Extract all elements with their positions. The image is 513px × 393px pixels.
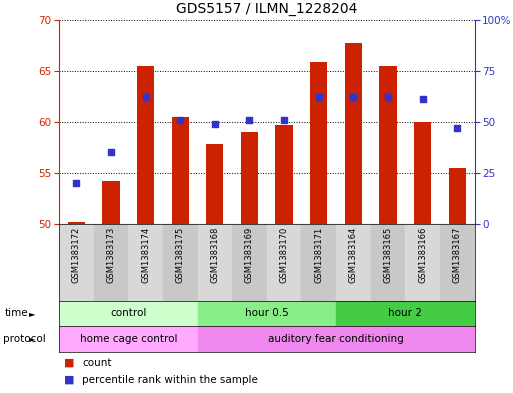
Point [176,117,184,123]
Point [245,117,253,123]
Bar [102,181,120,224]
Text: ■: ■ [64,358,74,368]
Text: percentile rank within the sample: percentile rank within the sample [82,375,258,385]
Text: ►: ► [29,309,35,318]
Bar [301,224,336,301]
Text: GSM1383175: GSM1383175 [175,226,185,283]
Bar [59,224,93,301]
Text: home cage control: home cage control [80,334,177,344]
Bar [206,144,224,224]
Bar [448,168,466,224]
Text: protocol: protocol [3,334,45,344]
Text: GSM1383167: GSM1383167 [452,226,462,283]
Point [419,96,427,103]
Bar [163,224,198,301]
Text: ■: ■ [64,375,74,385]
Bar [336,224,370,301]
Bar [59,326,198,352]
Point [142,94,150,101]
Text: control: control [110,309,146,318]
Bar [370,224,405,301]
Point [107,149,115,156]
Bar [310,62,327,224]
Bar [137,66,154,224]
Text: GSM1383170: GSM1383170 [280,226,289,283]
Text: count: count [82,358,112,368]
Point [211,121,219,127]
Text: GSM1383173: GSM1383173 [106,226,115,283]
Bar [198,301,336,326]
Bar [128,224,163,301]
Text: GSM1383174: GSM1383174 [141,226,150,283]
Text: GSM1383169: GSM1383169 [245,226,254,283]
Bar [241,132,258,224]
Text: auditory fear conditioning: auditory fear conditioning [268,334,404,344]
Point [280,117,288,123]
Bar [275,125,293,224]
Text: ►: ► [29,334,35,343]
Text: time: time [5,309,29,318]
Point [72,180,81,186]
Bar [405,224,440,301]
Bar [232,224,267,301]
Bar [198,326,475,352]
Text: GSM1383164: GSM1383164 [349,226,358,283]
Text: GSM1383168: GSM1383168 [210,226,220,283]
Bar [379,66,397,224]
Text: GDS5157 / ILMN_1228204: GDS5157 / ILMN_1228204 [176,2,358,16]
Text: GSM1383165: GSM1383165 [383,226,392,283]
Point [384,94,392,101]
Bar [59,301,198,326]
Point [349,94,358,101]
Bar [68,222,85,224]
Text: GSM1383172: GSM1383172 [72,226,81,283]
Bar [171,117,189,224]
Text: hour 0.5: hour 0.5 [245,309,289,318]
Bar [440,224,475,301]
Text: GSM1383166: GSM1383166 [418,226,427,283]
Bar [336,301,475,326]
Bar [267,224,301,301]
Bar [345,43,362,224]
Point [314,94,323,101]
Bar [414,122,431,224]
Text: GSM1383171: GSM1383171 [314,226,323,283]
Bar [93,224,128,301]
Text: hour 2: hour 2 [388,309,422,318]
Point [453,125,461,131]
Bar [198,224,232,301]
